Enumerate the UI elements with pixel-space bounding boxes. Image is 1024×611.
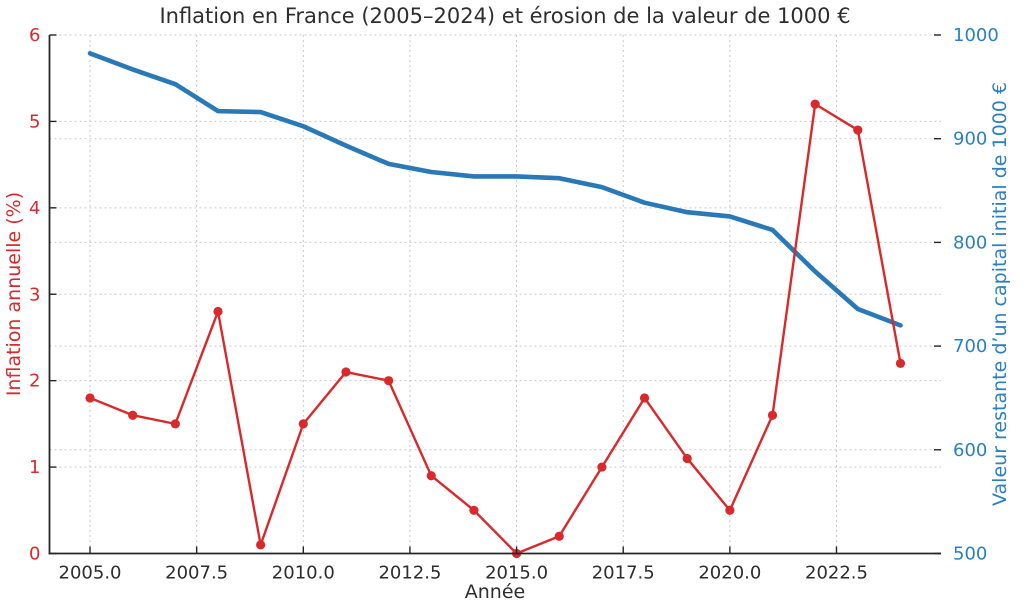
inflation-series (85, 99, 906, 559)
left-y-tick-label: 3 (29, 284, 40, 305)
inflation-data-point (725, 505, 735, 515)
right-y-tick-label: 500 (953, 544, 987, 565)
capital-value-series (87, 51, 903, 328)
inflation-data-point (213, 306, 223, 317)
inflation-data-point (256, 540, 266, 550)
inflation-data-point (426, 471, 436, 481)
right-y-tick-label: 800 (953, 232, 987, 253)
inflation-data-point (85, 393, 95, 403)
tick-labels: 2005.0 2007.5 2010.0 2012.5 2015.0 2017.5 2020… (29, 25, 999, 584)
x-axis-label: Année (464, 581, 526, 603)
inflation-data-point (810, 99, 820, 109)
x-tick-label: 2012.5 (378, 563, 441, 584)
inflation-data-point (682, 453, 692, 464)
left-y-tick-label: 2 (29, 371, 40, 392)
inflation-data-point (597, 462, 607, 472)
inflation-line (88, 102, 902, 555)
inflation-data-point (298, 419, 308, 429)
inflation-data-point (384, 376, 394, 386)
inflation-data-point (554, 531, 564, 541)
right-y-tick-label: 900 (953, 129, 987, 150)
inflation-data-point (639, 393, 650, 403)
x-tick-label: 2015.0 (485, 563, 548, 584)
inflation-data-point (170, 419, 180, 429)
left-y-tick-label: 4 (29, 198, 40, 219)
left-y-tick-label: 0 (29, 544, 40, 565)
left-y-tick-label: 5 (29, 111, 40, 132)
inflation-data-point (853, 125, 863, 135)
chart-title: Inflation en France (2005–2024) et érosi… (159, 4, 851, 28)
right-y-tick-label: 600 (953, 440, 987, 461)
x-tick-label: 2005.0 (59, 563, 122, 584)
inflation-data-point (469, 505, 479, 515)
capital-value-line (87, 51, 903, 328)
gridlines (49, 34, 941, 554)
inflation-data-point (767, 410, 778, 420)
inflation-data-point (128, 410, 138, 420)
right-y-tick-label: 700 (953, 336, 987, 357)
x-tick-label: 2020.0 (698, 563, 761, 584)
right-y-tick-label: 1000 (953, 25, 999, 46)
inflation-data-point (895, 358, 906, 368)
tick-marks (49, 34, 941, 555)
x-tick-label: 2017.5 (592, 563, 655, 584)
x-tick-label: 2010.0 (272, 563, 335, 584)
x-tick-label: 2007.5 (165, 563, 228, 584)
left-y-tick-label: 1 (29, 457, 40, 478)
inflation-data-point (341, 367, 351, 377)
x-tick-label: 2022.5 (805, 563, 868, 584)
left-y-tick-label: 6 (29, 25, 40, 46)
